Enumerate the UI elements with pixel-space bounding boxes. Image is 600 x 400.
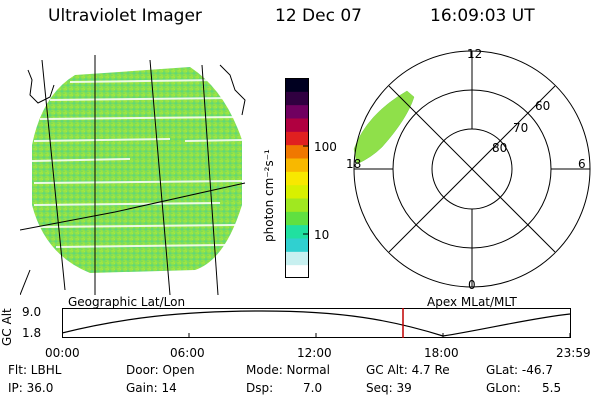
- instrument-title: Ultraviolet Imager: [48, 6, 202, 26]
- aurora-patch: [353, 90, 415, 165]
- status-glat: GLat: -46.7: [486, 363, 553, 377]
- timeline-ytick-top: 9.0: [22, 305, 42, 319]
- status-flt: Flt: LBHL: [8, 363, 62, 377]
- colorbar-stripe: [285, 198, 309, 212]
- timeline-xtick-1800: 18:00: [424, 346, 459, 360]
- status-glon-value: 5.5: [542, 381, 562, 395]
- lat-label-70: 70: [513, 121, 529, 135]
- magnetic-caption: Apex MLat/MLT: [427, 295, 517, 309]
- status-dsp-value: 7.0: [303, 381, 323, 395]
- colorbar-tick-100: 100: [314, 140, 337, 154]
- status-door: Door: Open: [126, 363, 195, 377]
- status-gc-alt: GC Alt: 4.7 Re: [366, 363, 450, 377]
- timeline-xtick-0600: 06:00: [170, 346, 205, 360]
- colorbar-stripe: [285, 171, 309, 186]
- colorbar-stripe: [285, 78, 309, 92]
- timeline-xtick-0000: 00:00: [45, 346, 80, 360]
- colorbar-stripe: [285, 184, 309, 199]
- colorbar: [285, 78, 309, 278]
- timeline-xtick-2359: 23:59: [556, 346, 591, 360]
- status-dsp-label: Dsp:: [246, 381, 274, 395]
- timeline-xtick-1200: 12:00: [297, 346, 332, 360]
- geographic-image: [20, 55, 246, 295]
- mlt-label-6: 6: [578, 157, 586, 171]
- lat-label-60: 60: [535, 99, 551, 113]
- status-seq: Seq: 39: [366, 381, 412, 395]
- status-mode: Mode: Normal: [246, 363, 330, 377]
- status-gain: Gain: 14: [126, 381, 177, 395]
- mlt-label-0: 0: [468, 278, 476, 292]
- colorbar-stripe: [285, 91, 309, 106]
- colorbar-stripe: [285, 144, 309, 159]
- date-label: 12 Dec 07: [275, 6, 362, 26]
- colorbar-stripe: [285, 264, 309, 278]
- colorbar-stripe: [285, 224, 309, 239]
- mlt-label-18: 18: [346, 157, 362, 171]
- status-glon-label: GLon:: [486, 381, 521, 395]
- timeline-ytick-bottom: 1.8: [22, 326, 42, 340]
- colorbar-stripe: [285, 104, 309, 119]
- colorbar-stripe: [285, 251, 309, 266]
- lat-label-80: 80: [492, 141, 508, 155]
- colorbar-stripe: [285, 131, 309, 146]
- colorbar-stripe: [285, 211, 309, 226]
- colorbar-tick-10: 10: [314, 228, 330, 242]
- mlt-label-12: 12: [467, 47, 483, 61]
- colorbar-stripe: [285, 118, 309, 132]
- altitude-timeline: [62, 308, 571, 338]
- status-ip: IP: 36.0: [8, 381, 54, 395]
- altitude-curve: [62, 310, 571, 337]
- colorbar-stripe: [285, 158, 309, 172]
- colorbar-unit-label: photon cm⁻²s⁻¹: [262, 149, 276, 242]
- timeline-ylabel: GC Alt: [0, 308, 14, 346]
- geographic-caption: Geographic Lat/Lon: [68, 295, 186, 309]
- coastline: [27, 64, 246, 116]
- colorbar-stripe: [285, 238, 309, 252]
- time-label: 16:09:03 UT: [430, 6, 535, 26]
- polar-plot: [353, 50, 591, 288]
